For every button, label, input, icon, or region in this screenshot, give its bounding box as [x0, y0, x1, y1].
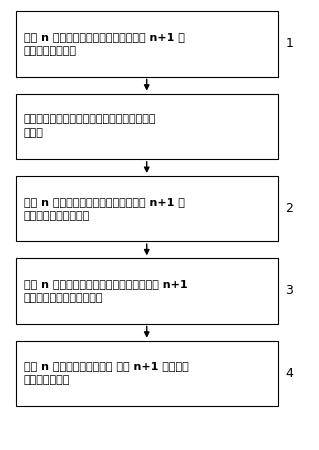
Bar: [16, 11, 278, 77]
Text: 分区 n 牵引控制系统协从控制长定子，分区 n+1
牵引控制系统半控长定子。: 分区 n 牵引控制系统协从控制长定子，分区 n+1 牵引控制系统半控长定子。: [24, 279, 188, 303]
Text: 3: 3: [286, 284, 293, 297]
Bar: [16, 94, 278, 159]
Text: 分区 n 牵引控制系统半控长定子，分区 n+1 牵
引控制系统协从控制。: 分区 n 牵引控制系统半控长定子，分区 n+1 牵 引控制系统协从控制。: [24, 197, 185, 220]
Text: 分区 n 牵引控制系统全控长定子，分区 n+1 牵
引控制系统待命；: 分区 n 牵引控制系统全控长定子，分区 n+1 牵 引控制系统待命；: [24, 32, 185, 56]
Text: 4: 4: [286, 367, 293, 380]
Bar: [16, 176, 278, 241]
Bar: [16, 341, 278, 406]
Text: 2: 2: [286, 202, 293, 215]
Text: 分区 n 牵引控制系统待命， 分区 n+1 牵引控制
系统全控长定子: 分区 n 牵引控制系统待命， 分区 n+1 牵引控制 系统全控长定子: [24, 361, 189, 385]
Text: 1: 1: [286, 37, 293, 50]
Bar: [16, 258, 278, 324]
Text: 相邻分区牵引控制系统之间通过反射内存网数
据同步: 相邻分区牵引控制系统之间通过反射内存网数 据同步: [24, 114, 156, 138]
